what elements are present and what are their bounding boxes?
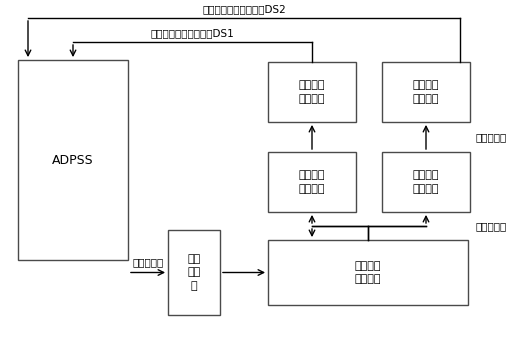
Bar: [18, 60, 128, 260]
Bar: [382, 62, 470, 122]
Bar: [168, 230, 220, 315]
Text: 功率
放大
器: 功率 放大 器: [187, 254, 201, 291]
Bar: [268, 62, 356, 122]
Text: 广域阻尼
控制装置: 广域阻尼 控制装置: [299, 170, 325, 194]
Text: 控制数字量: 控制数字量: [475, 132, 506, 142]
Text: 广域模拟量: 广域模拟量: [133, 258, 164, 267]
Text: 阻尼控制
执行装置: 阻尼控制 执行装置: [299, 80, 325, 104]
Bar: [268, 240, 468, 305]
Bar: [382, 152, 470, 212]
Text: ADPSS: ADPSS: [52, 153, 94, 166]
Text: 阻尼控制
执行装置: 阻尼控制 执行装置: [413, 80, 439, 104]
Text: 广域阻尼
控制装置: 广域阻尼 控制装置: [413, 170, 439, 194]
Text: 第二广域阻尼控制信号DS2: 第二广域阻尼控制信号DS2: [202, 4, 286, 14]
Bar: [268, 152, 356, 212]
Text: 广域数据
集中装置: 广域数据 集中装置: [355, 261, 381, 284]
Text: 第一广域阻尼控制信号DS1: 第一广域阻尼控制信号DS1: [151, 28, 234, 38]
Text: 广域数字量: 广域数字量: [475, 221, 506, 231]
